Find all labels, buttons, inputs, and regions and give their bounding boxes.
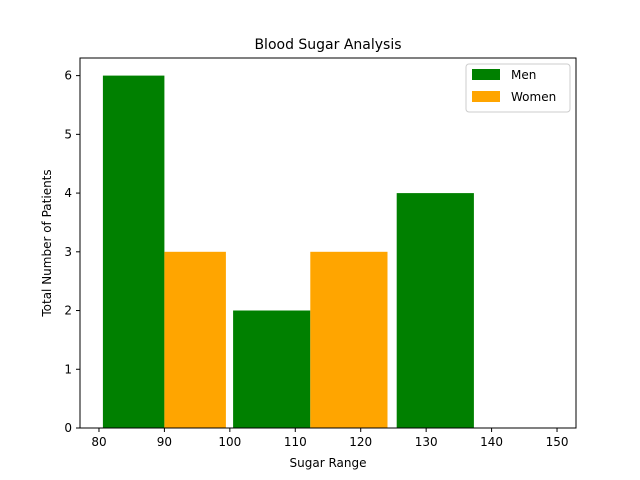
x-tick-label: 120 — [349, 435, 372, 449]
legend-swatch-men — [472, 69, 500, 80]
x-tick-label: 130 — [415, 435, 438, 449]
bar-men-1 — [102, 75, 165, 428]
legend-swatch-women — [472, 91, 500, 102]
legend-label-women: Women — [511, 90, 556, 104]
x-tick-label: 100 — [218, 435, 241, 449]
bar-women-2 — [310, 251, 388, 428]
x-tick-label: 110 — [284, 435, 307, 449]
y-tick-label: 6 — [64, 69, 72, 83]
chart-title: Blood Sugar Analysis — [254, 37, 401, 53]
y-tick-label: 0 — [64, 421, 72, 435]
legend-label-men: Men — [511, 68, 536, 82]
plot-frame — [79, 57, 577, 429]
bars-layer — [102, 75, 474, 428]
y-tick-label: 3 — [64, 245, 72, 259]
y-tick-label: 1 — [64, 362, 72, 376]
x-axis: 80 90 100 110 120 130 140 150 — [91, 428, 568, 449]
y-tick-label: 5 — [64, 127, 72, 141]
bar-men-2 — [233, 310, 311, 428]
y-axis-label: Total Number of Patients — [40, 169, 54, 317]
x-tick-label: 140 — [480, 435, 503, 449]
y-tick-label: 2 — [64, 304, 72, 318]
legend: Men Women — [465, 63, 571, 113]
bar-women-1 — [164, 251, 226, 428]
bar-men-3 — [396, 193, 474, 428]
x-tick-label: 80 — [91, 435, 106, 449]
x-tick-label: 90 — [157, 435, 172, 449]
y-axis: 0 1 2 3 4 5 6 — [64, 69, 80, 435]
x-axis-label: Sugar Range — [290, 456, 367, 470]
y-tick-label: 4 — [64, 186, 72, 200]
x-tick-label: 150 — [546, 435, 569, 449]
